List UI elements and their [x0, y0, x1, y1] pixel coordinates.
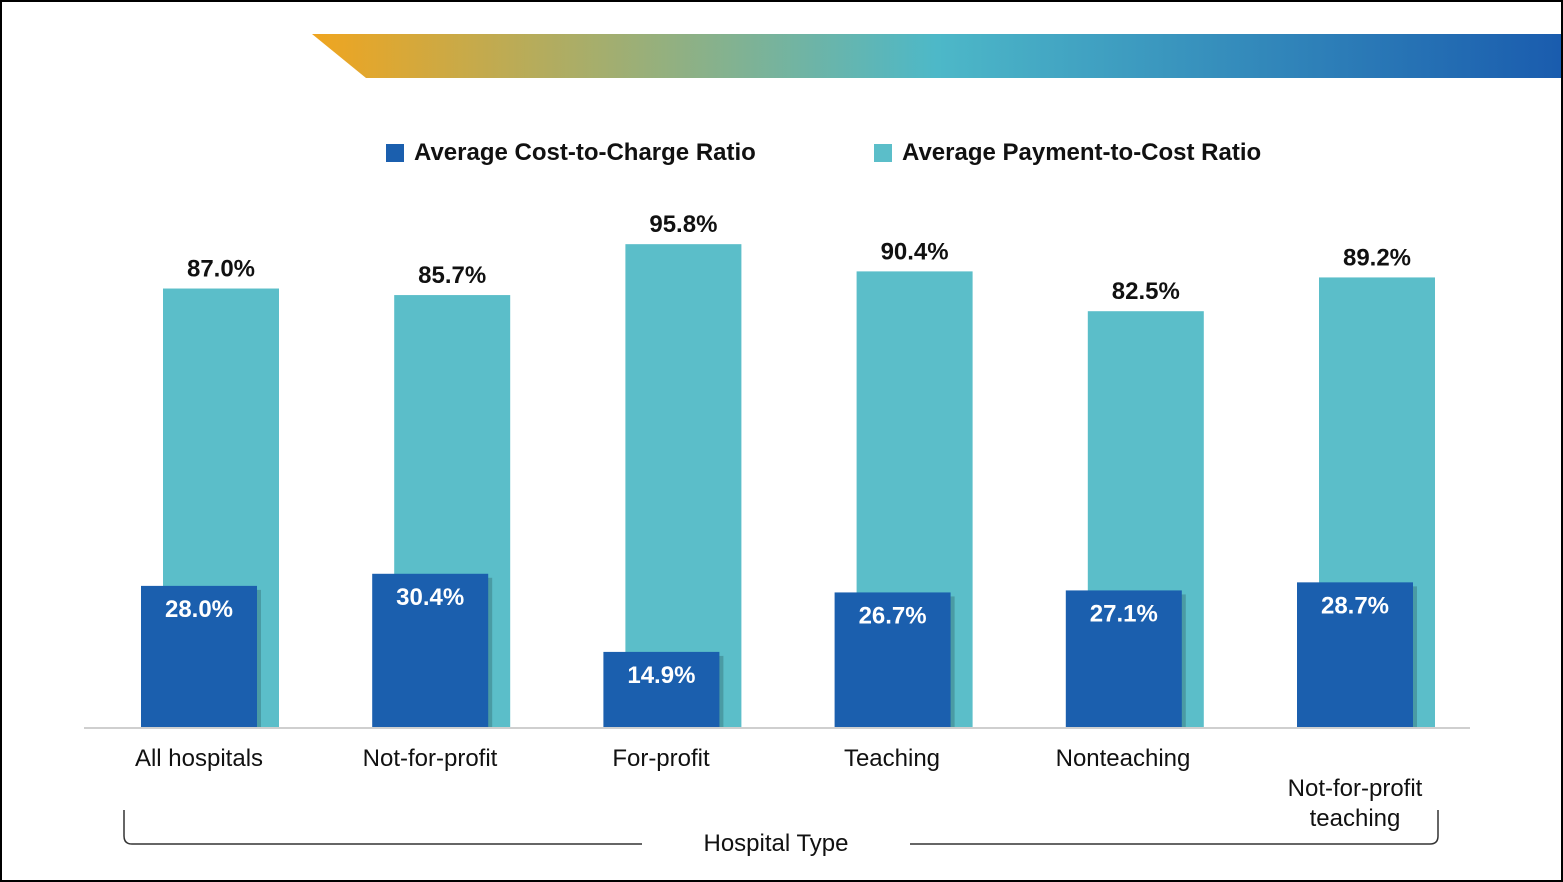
data-label-cost-to-charge: 26.7%: [859, 602, 927, 629]
bar-cost-to-charge: [372, 573, 489, 727]
header-banner: [312, 34, 1561, 78]
category-label: All hospitals: [134, 745, 264, 772]
legend-label-cost-to-charge: Average Cost-to-Charge Ratio: [414, 139, 756, 166]
category-bracket-right: [910, 810, 1439, 845]
data-label-cost-to-charge: 27.1%: [1090, 600, 1158, 627]
legend-swatch-payment-to-cost: [874, 144, 892, 162]
data-label-cost-to-charge: 30.4%: [396, 584, 464, 611]
legend-item-cost-to-charge: Average Cost-to-Charge Ratio: [386, 138, 756, 168]
legend-swatch-cost-to-charge: [386, 144, 404, 162]
data-label-payment-to-cost: 89.2%: [1343, 244, 1411, 271]
bar-cost-to-charge: [834, 592, 951, 727]
bars-layer: [141, 244, 1435, 727]
value-labels-layer: 87.0% 28.0% 85.7% 30.4% 95.8% 14.9% 90.4% 26.7%…: [165, 211, 1411, 689]
category-label: Nonteaching: [1055, 745, 1191, 772]
category-bracket-left: [123, 810, 642, 845]
data-label-cost-to-charge: 14.9%: [627, 662, 695, 689]
legend-label-payment-to-cost: Average Payment-to-Cost Ratio: [902, 139, 1262, 166]
data-label-payment-to-cost: 85.7%: [418, 262, 486, 289]
category-label: Teaching: [843, 745, 941, 772]
bar-cost-to-charge: [141, 585, 257, 727]
bar-cost-to-charge: [603, 651, 720, 727]
category-label: Not-for-profit teaching: [1245, 744, 1465, 834]
bar-payment-to-cost: [625, 244, 742, 727]
data-label-payment-to-cost: 87.0%: [187, 256, 255, 283]
category-label: Not-for-profit: [362, 745, 498, 772]
data-label-payment-to-cost: 95.8%: [649, 211, 717, 238]
data-label-cost-to-charge: 28.7%: [1321, 592, 1389, 619]
category-label-text: Not-for-profit teaching: [1287, 775, 1423, 832]
data-label-payment-to-cost: 82.5%: [1112, 278, 1180, 305]
category-label: For-profit: [612, 745, 710, 772]
x-axis-title: Hospital Type: [703, 830, 849, 857]
data-label-cost-to-charge: 28.0%: [165, 596, 233, 623]
legend-item-payment-to-cost: Average Payment-to-Cost Ratio: [874, 138, 1261, 168]
bar-cost-to-charge: [1065, 590, 1182, 727]
data-label-payment-to-cost: 90.4%: [881, 238, 949, 265]
bar-cost-to-charge: [1297, 582, 1413, 727]
